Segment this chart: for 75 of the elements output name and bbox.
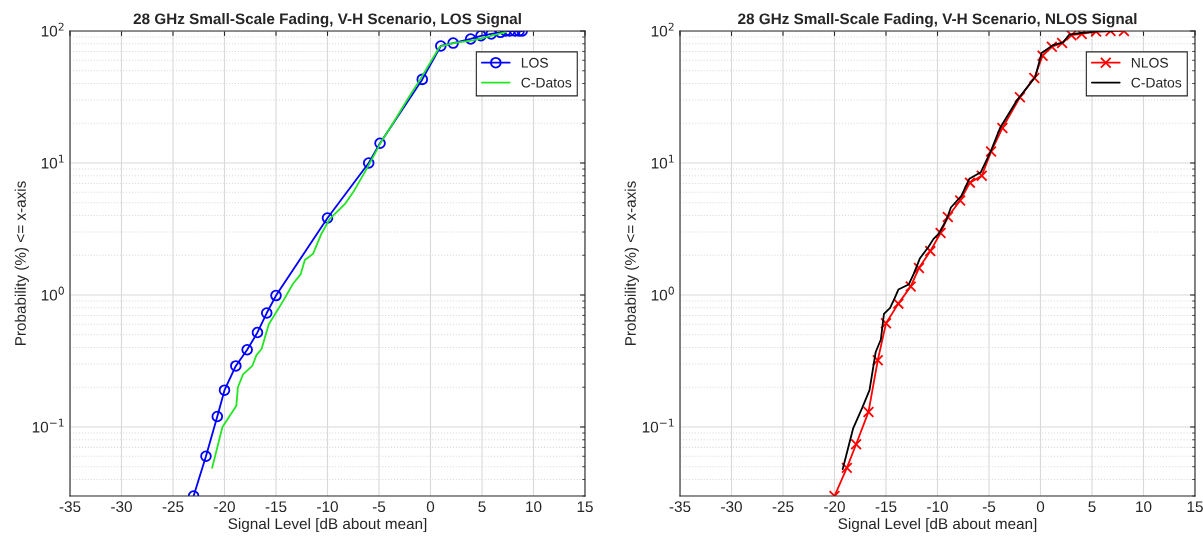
point: [260, 307, 273, 319]
x-tick-label: -20: [214, 501, 235, 513]
y-tick-label: 10$^{2}$: [651, 22, 674, 37]
point: [924, 245, 937, 257]
y-axis-title: Probability (%) <= x-axis: [624, 181, 639, 346]
x-tick-label: -35: [59, 501, 81, 513]
point: [475, 31, 487, 42]
point: [321, 212, 334, 224]
point: [416, 73, 429, 86]
point: [1028, 72, 1041, 84]
x-tick-label: -10: [317, 501, 338, 513]
legend-label: C-Datos: [521, 77, 572, 88]
chart-title: 28 GHz Small-Scale Fading, V-H Scenario, LOS Signal: [133, 12, 521, 28]
point: [841, 462, 853, 474]
point: [871, 354, 884, 367]
legend-label: NLOS: [1131, 57, 1168, 68]
y-tick-label: 10$^{1}$: [41, 154, 64, 169]
point: [996, 122, 1009, 134]
point: [862, 406, 875, 418]
point: [976, 170, 988, 182]
x-tick-label: -15: [875, 501, 897, 513]
point: [964, 176, 976, 189]
point: [904, 280, 917, 293]
y-axis-title: Probability (%) <= x-axis: [14, 181, 29, 346]
chart-title: 28 GHz Small-Scale Fading, V-H Scenario, NLOS Signal: [738, 12, 1137, 28]
point: [934, 227, 947, 239]
point: [218, 384, 231, 396]
x-axis-title: Signal Level [dB about mean]: [838, 517, 1037, 533]
x-tick-label: -20: [824, 501, 845, 513]
point: [1036, 49, 1049, 62]
x-tick-label: -15: [265, 501, 287, 513]
x-tick-label: 15: [1187, 501, 1203, 513]
point: [892, 297, 905, 310]
x-tick-label: 5: [1088, 501, 1096, 513]
point: [942, 211, 954, 223]
x-tick-label: -5: [982, 501, 996, 513]
point: [464, 33, 477, 45]
x-axis-title: Signal Level [dB about mean]: [228, 517, 427, 533]
legend-label: LOS: [521, 57, 548, 68]
y-tick-label: 10$^{0}$: [41, 286, 64, 301]
point: [200, 450, 212, 463]
x-tick-label: 10: [526, 501, 542, 513]
x-tick-label: -25: [162, 501, 184, 513]
point: [362, 157, 375, 169]
point: [241, 343, 253, 356]
y-tick-label: 10$^{−1}$: [642, 418, 674, 433]
legend-label: C-Datos: [1131, 77, 1182, 88]
point: [374, 137, 386, 150]
point: [850, 438, 862, 451]
y-tick-label: 10$^{2}$: [41, 22, 64, 37]
point: [985, 145, 997, 158]
x-tick-label: 10: [1136, 501, 1152, 513]
point: [447, 37, 459, 49]
y-tick-label: 10$^{0}$: [651, 286, 674, 301]
y-tick-label: 10$^{1}$: [651, 154, 674, 169]
x-tick-label: -35: [669, 501, 691, 513]
x-tick-label: -10: [927, 501, 948, 513]
x-tick-label: -30: [111, 501, 132, 513]
x-tick-label: -25: [772, 501, 794, 513]
point: [251, 326, 264, 339]
point: [230, 360, 242, 372]
x-tick-label: -5: [372, 501, 386, 513]
point: [211, 410, 224, 423]
point: [1014, 91, 1026, 103]
x-tick-label: -30: [721, 501, 742, 513]
x-tick-label: 0: [1036, 501, 1045, 513]
point: [954, 194, 966, 207]
point: [913, 262, 925, 274]
y-tick-label: 10$^{−1}$: [32, 418, 64, 433]
x-tick-label: 5: [478, 501, 486, 513]
x-tick-label: 0: [426, 501, 435, 513]
x-tick-label: 15: [577, 501, 593, 513]
point: [880, 317, 892, 330]
point: [435, 40, 447, 52]
point: [270, 289, 282, 302]
